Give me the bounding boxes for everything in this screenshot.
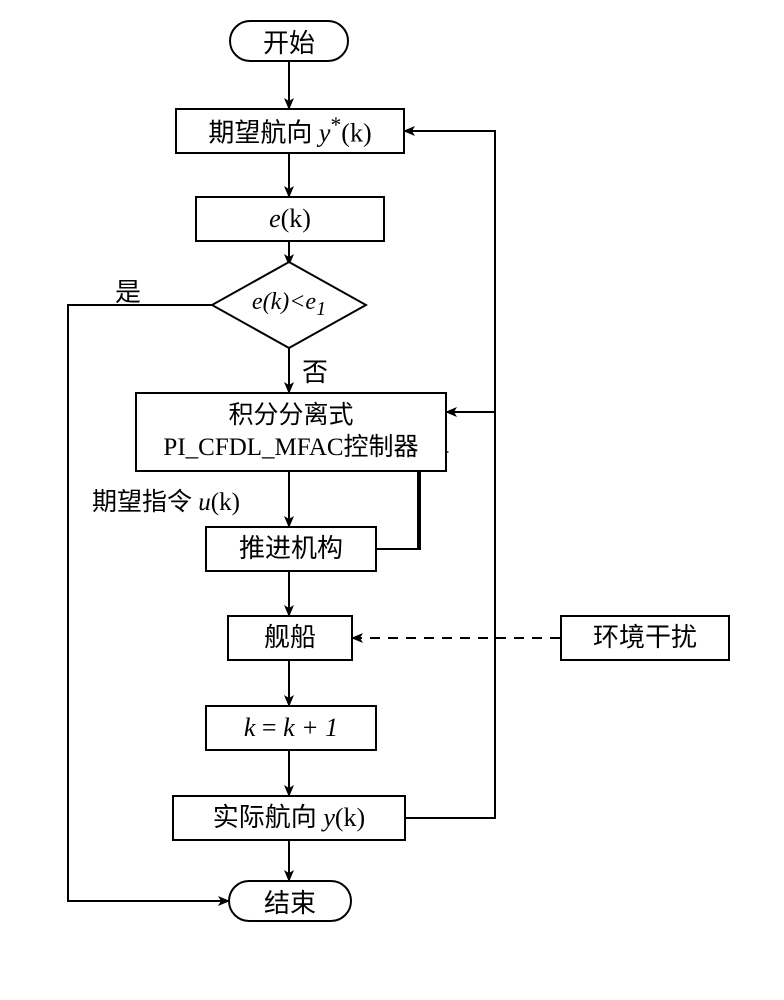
box-increment: k = k + 1: [205, 705, 377, 751]
cmd-arg: (k): [211, 489, 240, 516]
act-prefix: 实际航向: [213, 803, 324, 832]
desired-sup: *: [330, 113, 341, 137]
dec-rvar: e: [305, 289, 316, 315]
actual-heading-text: 实际航向 y(k): [213, 801, 365, 835]
start-label: 开始: [263, 23, 315, 60]
cmd-prefix: 期望指令: [92, 489, 198, 516]
increment-text: k = k + 1: [244, 711, 338, 745]
propulsion-label: 推进机构: [239, 532, 343, 566]
dec-var: e: [252, 289, 263, 315]
desired-arg: (k): [341, 119, 371, 148]
err-var: e: [269, 204, 281, 233]
box-propulsion: 推进机构: [205, 526, 377, 572]
desired-prefix: 期望航向: [208, 119, 319, 148]
ship-label: 舰船: [264, 621, 316, 655]
inc-lhs: k: [244, 713, 256, 742]
label-yes: 是: [115, 272, 141, 309]
label-no: 否: [302, 352, 328, 389]
act-var: y: [323, 803, 335, 832]
end-label: 结束: [264, 883, 316, 920]
dec-arg: (k): [263, 289, 290, 315]
box-desired-heading: 期望航向 y*(k): [175, 108, 405, 154]
err-arg: (k): [281, 204, 311, 233]
act-arg: (k): [335, 803, 365, 832]
controller-text: 积分分离式 PI_CFDL_MFAC控制器: [163, 400, 418, 465]
error-text: e(k): [269, 202, 311, 236]
box-controller: 积分分离式 PI_CFDL_MFAC控制器: [135, 392, 447, 472]
terminal-end: 结束: [228, 880, 352, 922]
dec-lt: <: [289, 289, 305, 315]
disturbance-label: 环境干扰: [593, 621, 697, 655]
box-ship: 舰船: [227, 615, 353, 661]
inc-rhs: k + 1: [283, 713, 338, 742]
ctrl-l2: PI_CFDL_MFAC控制器: [163, 434, 418, 461]
box-disturbance: 环境干扰: [560, 615, 730, 661]
cmd-var: u: [198, 489, 211, 516]
box-error: e(k): [195, 196, 385, 242]
label-command: 期望指令 u(k): [92, 482, 240, 518]
desired-heading-text: 期望航向 y*(k): [208, 111, 371, 150]
dec-rsub: 1: [316, 298, 326, 320]
desired-var: y: [319, 119, 331, 148]
decision-content: e(k)<e1: [210, 260, 368, 350]
box-actual-heading: 实际航向 y(k): [172, 795, 406, 841]
terminal-start: 开始: [229, 20, 349, 62]
inc-eq: =: [255, 713, 283, 742]
ctrl-l1: 积分分离式: [228, 402, 353, 429]
